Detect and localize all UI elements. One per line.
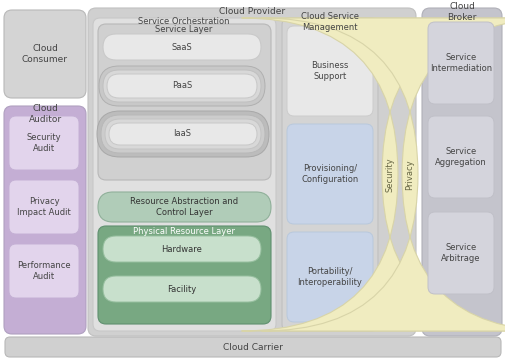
FancyBboxPatch shape: [93, 18, 275, 331]
Text: Security
Audit: Security Audit: [27, 133, 61, 153]
Text: Provisioning/
Configuration: Provisioning/ Configuration: [301, 164, 358, 184]
Text: Security: Security: [385, 157, 394, 192]
FancyBboxPatch shape: [98, 24, 271, 180]
FancyBboxPatch shape: [9, 180, 79, 234]
FancyBboxPatch shape: [98, 192, 271, 222]
Text: Cloud Service
Management: Cloud Service Management: [300, 12, 358, 32]
Text: PaaS: PaaS: [172, 81, 192, 90]
FancyBboxPatch shape: [241, 18, 505, 331]
FancyBboxPatch shape: [9, 116, 79, 170]
FancyBboxPatch shape: [427, 212, 493, 294]
Text: Cloud Carrier: Cloud Carrier: [223, 342, 282, 352]
FancyBboxPatch shape: [281, 18, 377, 331]
Text: Cloud
Auditor: Cloud Auditor: [28, 104, 62, 124]
Text: Portability/
Interoperability: Portability/ Interoperability: [297, 267, 362, 287]
Text: Service Orchestration: Service Orchestration: [138, 17, 229, 26]
Text: Privacy
Impact Audit: Privacy Impact Audit: [17, 197, 71, 217]
Text: Cloud Provider: Cloud Provider: [219, 8, 284, 17]
FancyBboxPatch shape: [103, 70, 261, 102]
Text: Resource Abstraction and
Control Layer: Resource Abstraction and Control Layer: [130, 197, 237, 217]
FancyBboxPatch shape: [103, 236, 261, 262]
Text: Privacy: Privacy: [405, 159, 414, 190]
FancyBboxPatch shape: [286, 124, 372, 224]
FancyBboxPatch shape: [427, 22, 493, 104]
Text: Performance
Audit: Performance Audit: [17, 261, 71, 281]
Text: Service Layer: Service Layer: [155, 25, 212, 34]
FancyBboxPatch shape: [109, 123, 257, 145]
Text: Business
Support: Business Support: [311, 61, 348, 81]
Text: Cloud
Broker: Cloud Broker: [446, 2, 476, 22]
FancyBboxPatch shape: [103, 276, 261, 302]
Text: Service
Aggregation: Service Aggregation: [434, 147, 486, 167]
FancyBboxPatch shape: [99, 66, 265, 106]
FancyBboxPatch shape: [4, 106, 86, 334]
Text: IaaS: IaaS: [173, 130, 190, 139]
Text: SaaS: SaaS: [171, 42, 192, 51]
FancyBboxPatch shape: [107, 74, 257, 98]
FancyBboxPatch shape: [98, 226, 271, 324]
FancyBboxPatch shape: [88, 8, 415, 336]
FancyBboxPatch shape: [5, 337, 500, 357]
FancyBboxPatch shape: [9, 244, 79, 298]
FancyBboxPatch shape: [286, 26, 372, 116]
FancyBboxPatch shape: [4, 10, 86, 98]
FancyBboxPatch shape: [427, 116, 493, 198]
FancyBboxPatch shape: [421, 8, 501, 336]
FancyBboxPatch shape: [105, 119, 261, 149]
FancyBboxPatch shape: [103, 34, 261, 60]
Text: Physical Resource Layer: Physical Resource Layer: [133, 227, 234, 236]
FancyBboxPatch shape: [101, 115, 265, 153]
FancyBboxPatch shape: [261, 18, 505, 331]
Text: Service
Intermediation: Service Intermediation: [429, 53, 491, 73]
Text: Service
Arbitrage: Service Arbitrage: [440, 243, 480, 263]
Text: Cloud
Consumer: Cloud Consumer: [22, 44, 68, 64]
FancyBboxPatch shape: [97, 111, 269, 157]
Text: Facility: Facility: [167, 285, 196, 294]
FancyBboxPatch shape: [286, 232, 372, 322]
Text: Hardware: Hardware: [161, 244, 202, 253]
